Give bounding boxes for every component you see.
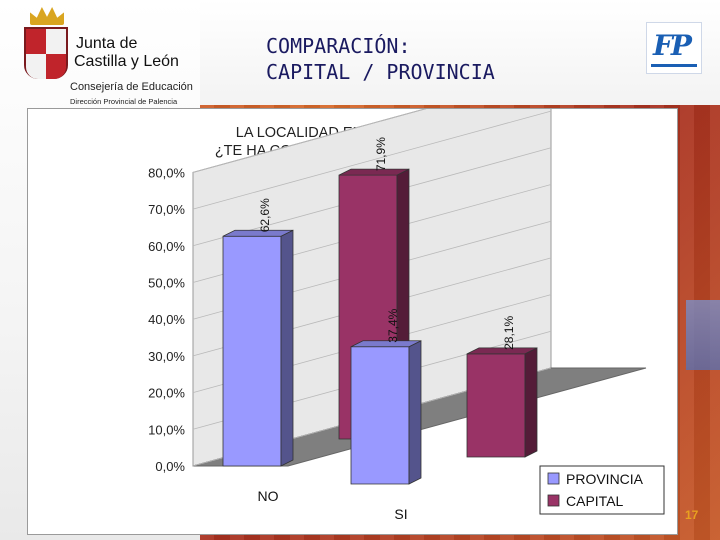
fp-logo: FP <box>646 22 702 74</box>
logo-text-direccion: Dirección Provincial de Palencia <box>70 97 178 106</box>
bar-top <box>222 229 294 237</box>
slide-title-line2: CAPITAL / PROVINCIA <box>266 60 495 84</box>
chart-frame: LA LOCALIDAD EN QUE RESIDES,¿TE HA CONDI… <box>27 108 678 535</box>
bar-front <box>350 346 410 485</box>
data-label: 28,1% <box>502 316 516 350</box>
junta-logo: Junta de Castilla y León Consejería de E… <box>20 5 200 106</box>
logo-text-castilla: Castilla y León <box>74 53 179 70</box>
bar-top <box>466 347 538 355</box>
y-tick-label: 0,0% <box>155 459 185 474</box>
x-category-label: SI <box>394 506 407 522</box>
legend-swatch <box>547 472 560 485</box>
legend-swatch <box>547 494 560 507</box>
coat-of-arms-icon <box>24 27 68 79</box>
data-label: 71,9% <box>374 137 388 171</box>
y-tick-label: 40,0% <box>148 312 185 327</box>
logo-text-junta: Junta de <box>76 35 138 52</box>
bar-top <box>338 168 410 176</box>
gridline <box>192 109 427 173</box>
page-number: 17 <box>685 508 699 522</box>
y-tick-label: 30,0% <box>148 349 185 364</box>
y-tick-label: 50,0% <box>148 276 185 291</box>
bar-side <box>524 347 538 458</box>
fp-logo-icon: FP <box>653 29 692 62</box>
header-band <box>200 0 720 105</box>
y-tick-label: 60,0% <box>148 239 185 254</box>
crown-icon <box>30 7 64 25</box>
bar-side <box>280 229 294 467</box>
data-label: 37,4% <box>386 308 400 342</box>
logo-text-consejeria: Consejería de Educación <box>70 81 193 93</box>
decorative-panel <box>686 300 720 370</box>
bar-top <box>350 340 422 348</box>
bar-front <box>222 235 282 467</box>
slide-title: COMPARACIÓN: CAPITAL / PROVINCIA <box>266 33 495 85</box>
fp-logo-bar <box>651 64 697 67</box>
gridline <box>192 110 552 210</box>
legend-label: CAPITAL <box>566 493 624 509</box>
legend-box <box>539 465 665 515</box>
data-label: 62,6% <box>258 198 272 232</box>
legend-label: PROVINCIA <box>566 471 644 487</box>
bar-side <box>408 340 422 485</box>
slide-title-line1: COMPARACIÓN: <box>266 34 411 58</box>
y-tick-label: 70,0% <box>148 202 185 217</box>
y-tick-label: 80,0% <box>148 165 185 180</box>
bar-front <box>466 353 526 458</box>
x-category-label: NO <box>258 488 279 504</box>
y-tick-label: 20,0% <box>148 386 185 401</box>
y-tick-label: 10,0% <box>148 422 185 437</box>
bar-chart: LA LOCALIDAD EN QUE RESIDES,¿TE HA CONDI… <box>148 109 665 522</box>
